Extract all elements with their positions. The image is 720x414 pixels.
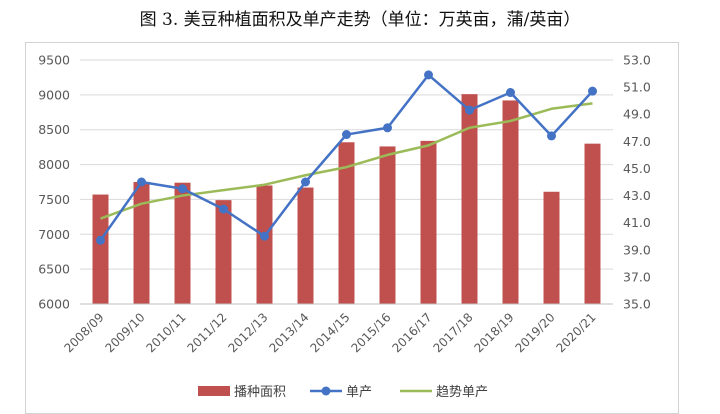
category-label: 2015/16 xyxy=(348,310,393,355)
category-label: 2020/21 xyxy=(553,310,598,355)
bar-播种面积 xyxy=(215,200,232,304)
bar-播种面积 xyxy=(256,185,273,304)
bar-播种面积 xyxy=(174,182,191,304)
bar-播种面积 xyxy=(133,182,150,304)
category-label: 2019/20 xyxy=(512,310,557,355)
point-单产 xyxy=(547,131,556,141)
right-axis-tick-label: 45.0 xyxy=(623,161,651,176)
point-单产 xyxy=(137,177,146,187)
category-label: 2008/09 xyxy=(61,310,106,355)
point-单产 xyxy=(342,130,351,140)
point-单产 xyxy=(178,184,187,194)
point-单产 xyxy=(301,177,310,187)
right-axis-tick-label: 53.0 xyxy=(623,53,651,68)
category-label: 2018/19 xyxy=(471,310,516,355)
left-axis-tick-label: 9000 xyxy=(38,87,70,102)
left-axis-tick-label: 6000 xyxy=(38,297,70,312)
right-axis-tick-label: 41.0 xyxy=(623,215,651,230)
point-单产 xyxy=(506,88,515,98)
bar-播种面积 xyxy=(584,143,601,304)
series-line-趋势单产 xyxy=(100,102,593,220)
chart-svg: 6000 6500 7000 7500 8000 8500 9000 9500 35.0 37.0… xyxy=(38,53,651,401)
point-单产 xyxy=(465,105,474,115)
right-axis-tick-label: 51.0 xyxy=(623,80,651,95)
point-单产 xyxy=(219,204,228,214)
left-axis-tick-label: 7000 xyxy=(38,227,70,242)
right-axis-tick-label: 49.0 xyxy=(623,107,651,122)
left-axis-tick-label: 8500 xyxy=(38,122,70,137)
right-axis-tick-label: 43.0 xyxy=(623,188,651,203)
chart-title: 图 3. 美豆种植面积及单产走势（单位：万英亩，蒲/英亩） xyxy=(139,10,581,30)
category-label: 2017/18 xyxy=(430,310,475,355)
point-单产 xyxy=(260,231,269,241)
left-axis-tick-label: 9500 xyxy=(38,53,70,68)
legend-label: 播种面积 xyxy=(234,385,286,400)
right-axis-tick-label: 35.0 xyxy=(623,297,651,312)
bar-播种面积 xyxy=(297,187,314,304)
right-axis-tick-label: 47.0 xyxy=(623,134,651,149)
left-axis-tick-label: 8000 xyxy=(38,157,70,172)
bar-播种面积 xyxy=(461,94,478,304)
point-单产 xyxy=(96,235,105,245)
category-label: 2013/14 xyxy=(266,310,311,355)
point-单产 xyxy=(424,70,433,80)
right-axis-tick-label: 39.0 xyxy=(623,242,651,257)
left-axis-tick-label: 7500 xyxy=(38,192,70,207)
legend-swatch-bar xyxy=(198,386,230,396)
bar-播种面积 xyxy=(92,194,109,304)
right-axis-tick-label: 37.0 xyxy=(623,269,651,284)
legend-label: 单产 xyxy=(346,385,372,400)
bar-播种面积 xyxy=(502,100,519,304)
category-label: 2010/11 xyxy=(143,310,188,355)
left-axis-tick-label: 6500 xyxy=(38,262,70,277)
bar-播种面积 xyxy=(420,140,437,304)
bar-播种面积 xyxy=(543,191,560,304)
chart-figure: 图 3. 美豆种植面积及单产走势（单位：万英亩，蒲/英亩） 6000 6500 70… xyxy=(25,10,679,414)
category-label: 2016/17 xyxy=(389,310,434,355)
category-label: 2012/13 xyxy=(225,310,270,355)
category-label: 2014/15 xyxy=(307,310,352,355)
bar-播种面积 xyxy=(338,142,355,304)
legend-swatch-marker xyxy=(321,386,331,396)
point-单产 xyxy=(383,123,392,133)
category-label: 2011/12 xyxy=(184,310,229,355)
bar-播种面积 xyxy=(379,146,396,304)
category-label: 2009/10 xyxy=(102,310,147,355)
point-单产 xyxy=(588,86,597,96)
legend-label: 趋势单产 xyxy=(436,384,488,400)
